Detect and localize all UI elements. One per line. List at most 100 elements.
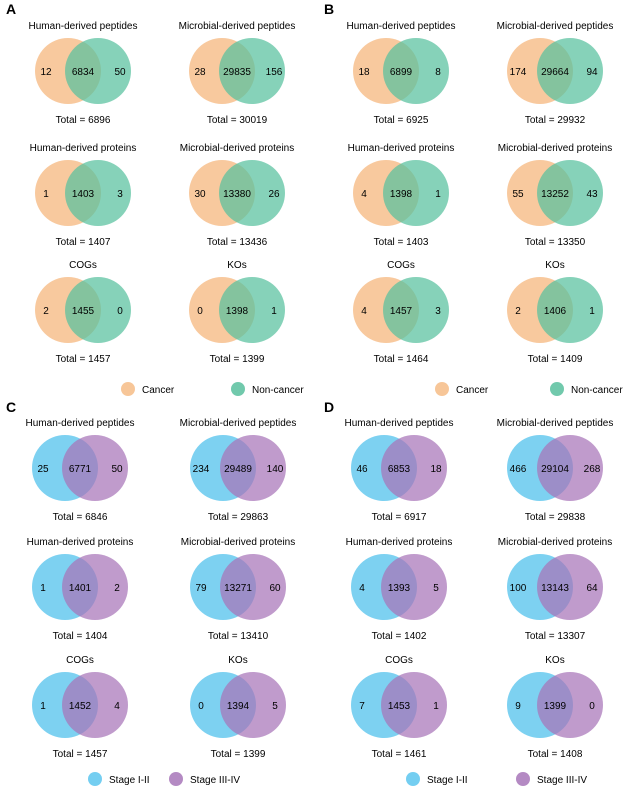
venn-right-count: 3 [435, 306, 441, 317]
venn-right-count: 18 [430, 464, 442, 475]
venn-title: Microbial-derived peptides [497, 418, 614, 429]
venn-left-count: 2 [515, 306, 521, 317]
legend: Stage I-II Stage III-IV [406, 772, 587, 786]
venn-left-count: 4 [361, 306, 367, 317]
venn-total: Total = 6896 [56, 115, 111, 126]
venn-total: Total = 1407 [56, 237, 111, 248]
venn-right-count: 8 [435, 67, 441, 78]
venn-title: Human-derived peptides [347, 21, 456, 32]
venn-overlap-count: 13271 [224, 583, 252, 594]
panel-label: C [6, 399, 16, 415]
venn-right-circle [219, 160, 285, 226]
legend-right-label: Stage III-IV [537, 775, 587, 786]
venn-total: Total = 13410 [208, 631, 269, 642]
venn-title: COGs [66, 655, 94, 666]
venn-right-circle [537, 160, 603, 226]
venn-right-circle [220, 554, 286, 620]
venn-overlap-count: 1453 [388, 701, 411, 712]
venn-right-circle [65, 160, 131, 226]
venn-left-count: 18 [358, 67, 370, 78]
venn-title: Microbial-derived proteins [180, 143, 295, 154]
panel-label: A [6, 1, 16, 17]
venn-left-count: 46 [356, 464, 368, 475]
venn-title: KOs [545, 260, 564, 271]
venn-right-count: 0 [589, 701, 595, 712]
venn-diagram: KOs 2 1406 1 Total = 1409 [507, 260, 603, 365]
venn-right-count: 5 [433, 583, 439, 594]
venn-right-circle [220, 435, 286, 501]
venn-right-count: 0 [117, 306, 123, 317]
venn-overlap-count: 1398 [390, 189, 413, 200]
venn-overlap-count: 1452 [69, 701, 92, 712]
venn-diagram: Microbial-derived peptides 28 29835 156 Tota… [179, 21, 296, 126]
venn-title: Human-derived proteins [27, 537, 134, 548]
venn-total: Total = 1409 [528, 354, 583, 365]
venn-right-count: 5 [272, 701, 278, 712]
venn-right-count: 1 [435, 189, 441, 200]
venn-right-circle [62, 554, 128, 620]
venn-left-count: 4 [361, 189, 367, 200]
venn-overlap-count: 13252 [541, 189, 569, 200]
venn-right-count: 1 [433, 701, 439, 712]
venn-total: Total = 13350 [525, 237, 586, 248]
venn-overlap-count: 1457 [390, 306, 413, 317]
venn-diagram: Microbial-derived peptides 234 29489 140 Tot… [180, 418, 297, 523]
venn-right-circle [383, 160, 449, 226]
venn-left-count: 30 [194, 189, 206, 200]
venn-right-circle [220, 672, 286, 738]
venn-right-circle [219, 277, 285, 343]
venn-diagram: KOs 0 1398 1 Total = 1399 [189, 260, 285, 365]
venn-title: Microbial-derived peptides [497, 21, 614, 32]
venn-right-circle [537, 554, 603, 620]
venn-overlap-count: 29835 [223, 67, 251, 78]
venn-total: Total = 1399 [210, 354, 265, 365]
legend-right-swatch [169, 772, 183, 786]
venn-diagram: Human-derived peptides 25 6771 50 Total = 68… [26, 418, 135, 523]
venn-overlap-count: 1394 [227, 701, 250, 712]
venn-total: Total = 1403 [374, 237, 429, 248]
venn-total: Total = 6925 [374, 115, 429, 126]
venn-right-circle [537, 277, 603, 343]
venn-right-circle [219, 38, 285, 104]
venn-overlap-count: 1406 [544, 306, 567, 317]
venn-right-circle [65, 277, 131, 343]
venn-overlap-count: 13143 [541, 583, 569, 594]
venn-diagram: COGs 2 1455 0 Total = 1457 [35, 260, 131, 365]
venn-total: Total = 1457 [53, 749, 108, 760]
venn-diagram: COGs 1 1452 4 Total = 1457 [32, 655, 128, 760]
venn-right-count: 3 [117, 189, 123, 200]
venn-title: Microbial-derived proteins [181, 537, 296, 548]
venn-left-count: 9 [515, 701, 521, 712]
venn-total: Total = 13436 [207, 237, 268, 248]
venn-diagram: Microbial-derived proteins 79 13271 60 Total… [181, 537, 296, 642]
venn-left-count: 2 [43, 306, 49, 317]
venn-left-count: 55 [512, 189, 524, 200]
venn-left-count: 28 [194, 67, 206, 78]
venn-right-count: 1 [589, 306, 595, 317]
venn-overlap-count: 1401 [69, 583, 92, 594]
venn-left-count: 25 [37, 464, 49, 475]
venn-overlap-count: 1399 [544, 701, 567, 712]
legend-right-swatch [231, 382, 245, 396]
panel-label: D [324, 399, 334, 415]
venn-overlap-count: 1393 [388, 583, 411, 594]
venn-right-circle [381, 554, 447, 620]
venn-left-count: 1 [40, 583, 46, 594]
venn-right-count: 50 [114, 67, 126, 78]
venn-diagram: Human-derived peptides 46 6853 18 Total = 69… [345, 418, 454, 523]
venn-diagram: Microbial-derived proteins 30 13380 26 Total… [180, 143, 295, 248]
venn-total: Total = 29863 [208, 512, 269, 523]
panel-d: D Human-derived peptides 46 6853 18 Total = 6… [324, 399, 613, 786]
venn-title: KOs [228, 655, 247, 666]
venn-right-circle [537, 435, 603, 501]
venn-left-count: 174 [510, 67, 527, 78]
legend-left-swatch [88, 772, 102, 786]
venn-right-circle [62, 435, 128, 501]
venn-total: Total = 1464 [374, 354, 429, 365]
venn-left-count: 1 [43, 189, 49, 200]
venn-total: Total = 1404 [53, 631, 108, 642]
venn-right-count: 268 [584, 464, 601, 475]
venn-right-circle [381, 672, 447, 738]
venn-total: Total = 1408 [528, 749, 583, 760]
